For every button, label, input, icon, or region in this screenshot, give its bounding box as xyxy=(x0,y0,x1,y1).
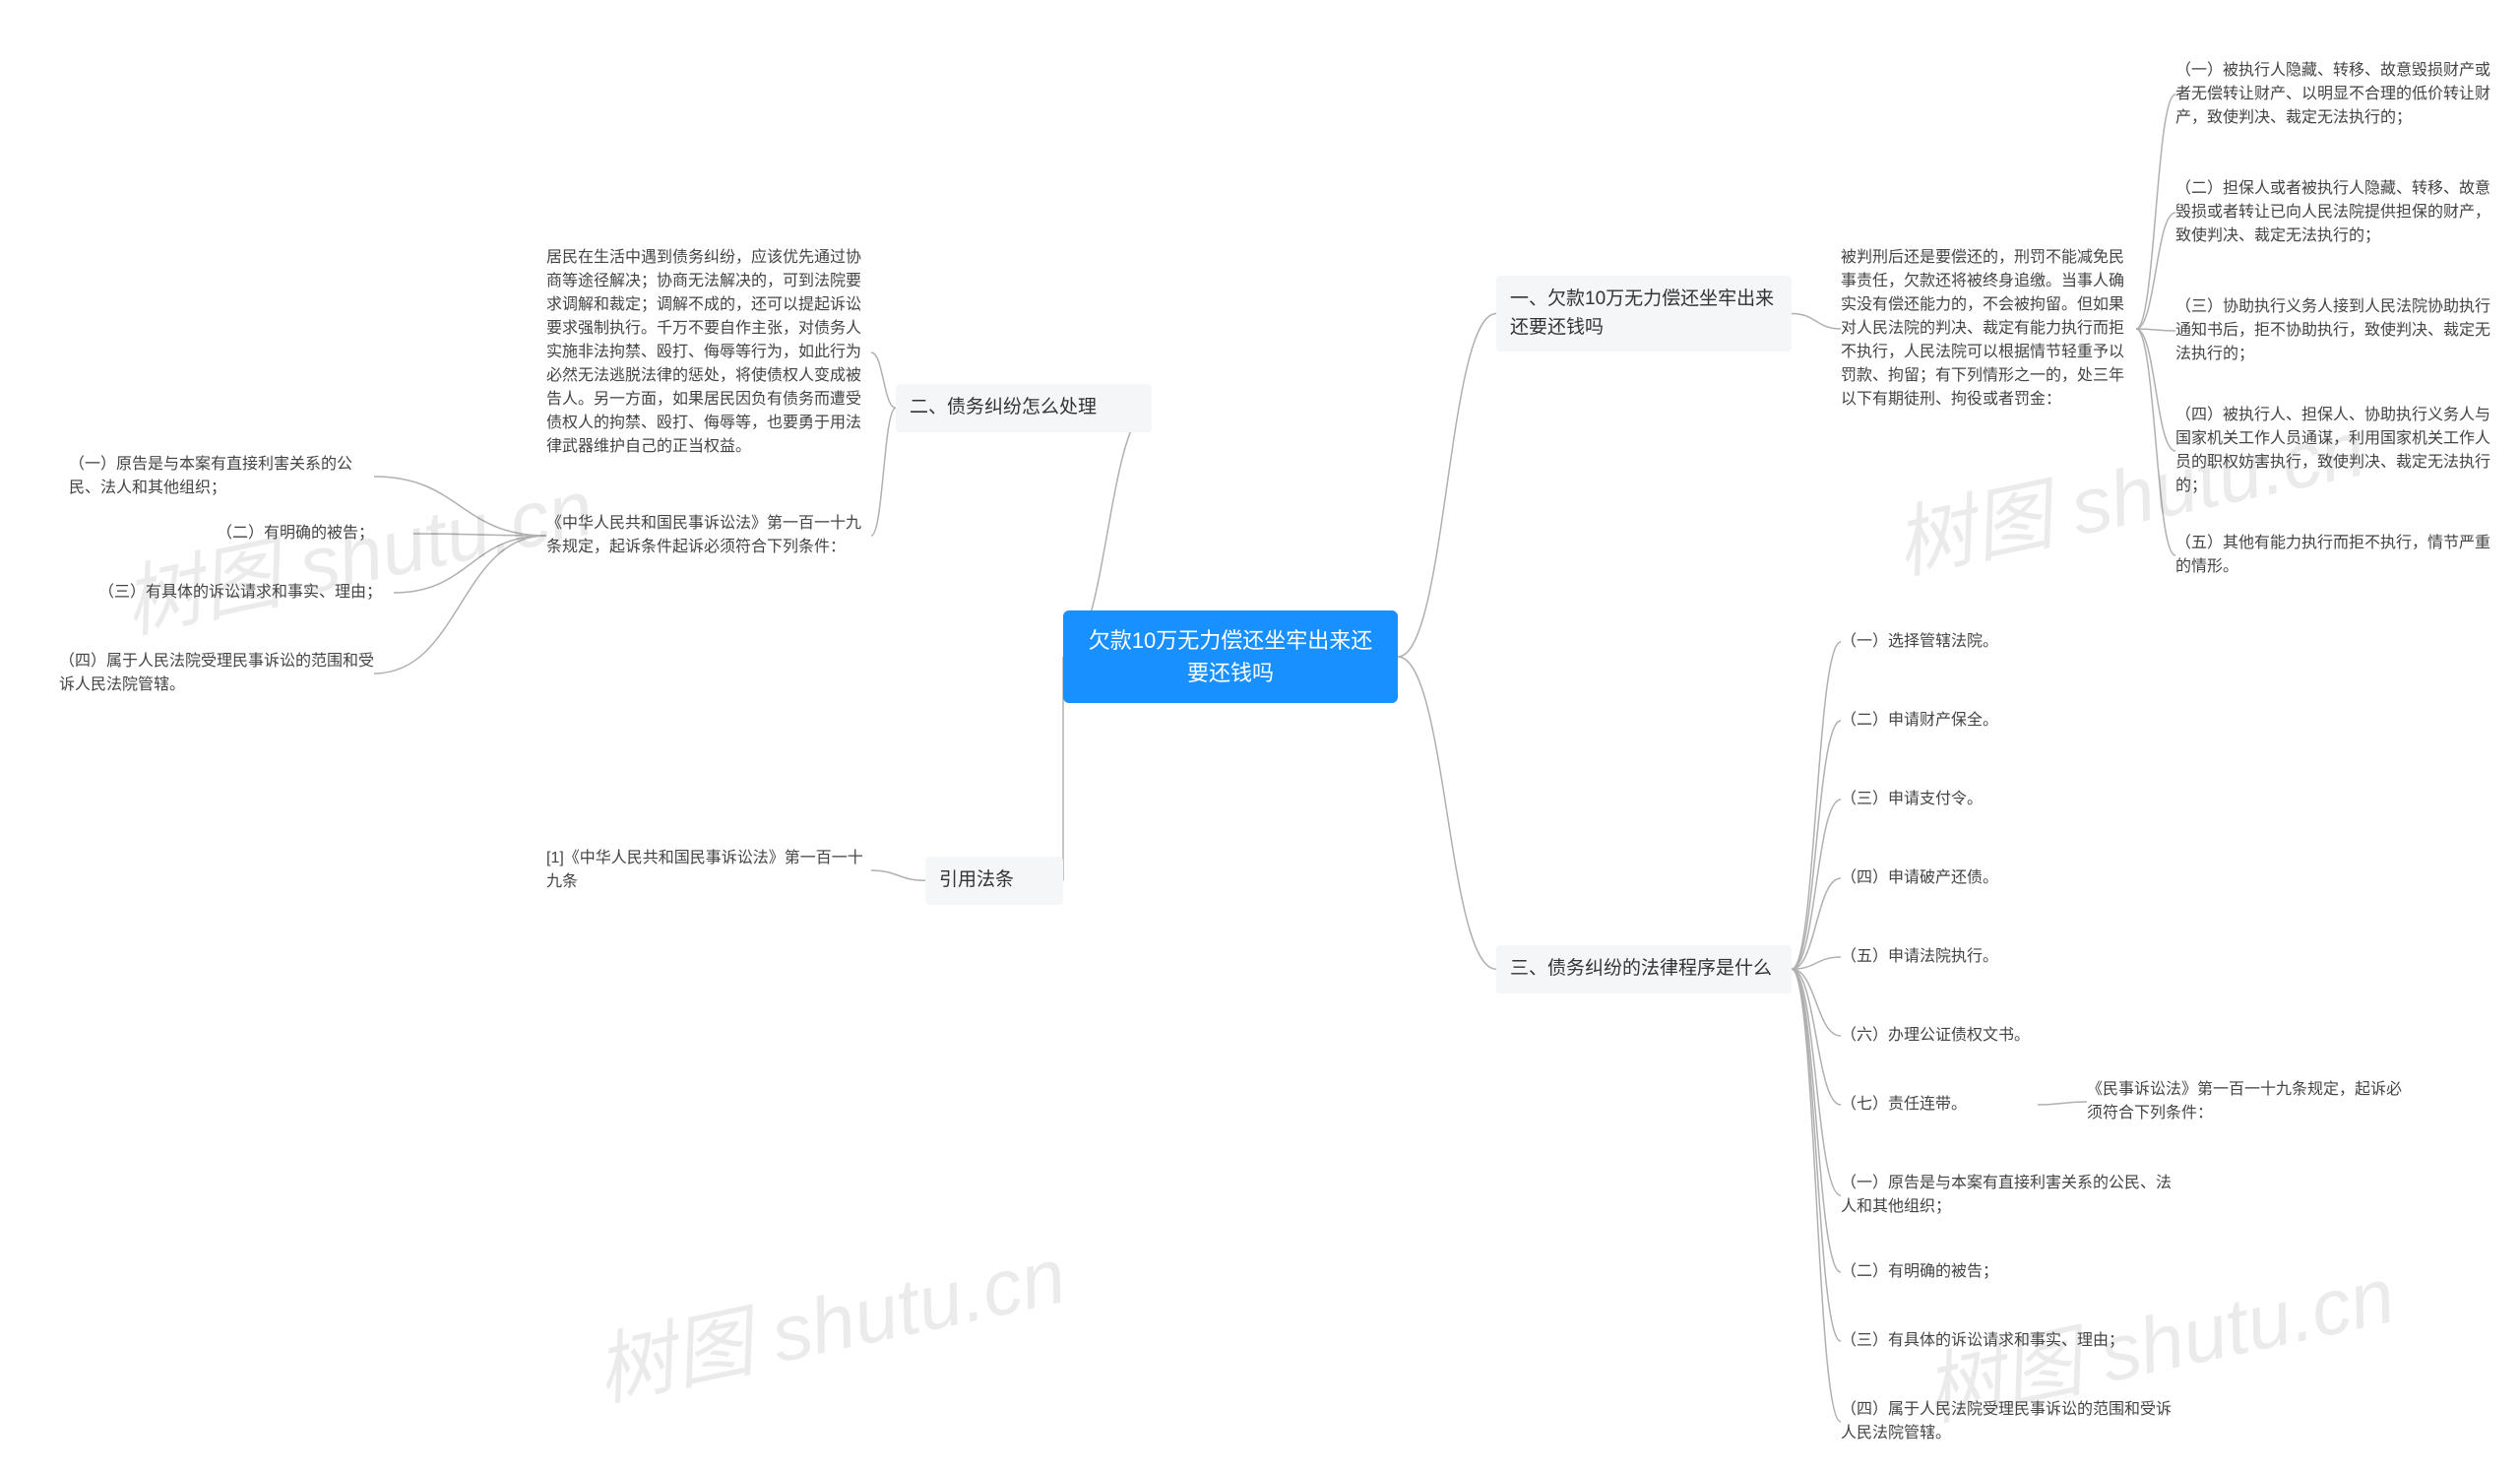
node-right-leaf: （一）被执行人隐藏、转移、故意毁损财产或者无偿转让财产、以明显不合理的低价转让财… xyxy=(2175,59,2490,130)
node-left-leaf: （一）原告是与本案有直接利害关系的公民、法人和其他组织； xyxy=(69,453,374,500)
branch-b3: 三、债务纠纷的法律程序是什么 xyxy=(1496,945,1792,993)
node-left-leaf: （三）有具体的诉讼请求和事实、理由； xyxy=(98,581,394,605)
node-left-leaf: （四）属于人民法院受理民事诉讼的范围和受诉人民法院管辖。 xyxy=(59,650,374,697)
node-right-leaf: （七）责任连带。 xyxy=(1841,1093,2038,1117)
mindmap-canvas: 欠款10万无力偿还坐牢出来还要还钱吗树图 shutu.cn树图 shutu.cn… xyxy=(0,0,2520,1473)
node-right-leaf: （五）申请法院执行。 xyxy=(1841,945,2097,969)
connectors-layer xyxy=(0,0,2520,1473)
watermark: 树图 shutu.cn xyxy=(584,1212,1074,1423)
branch-b2: 二、债务纠纷怎么处理 xyxy=(896,384,1152,432)
node-b1c1: 被判刑后还是要偿还的，刑罚不能减免民事责任，欠款还将被终身追缴。当事人确实没有偿… xyxy=(1841,246,2136,412)
node-right-leaf: （四）被执行人、担保人、协助执行义务人与国家机关工作人员通谋，利用国家机关工作人… xyxy=(2175,404,2490,498)
node-right-leaf: （五）其他有能力执行而拒不执行，情节严重的情形。 xyxy=(2175,532,2490,579)
branch-b4: 引用法条 xyxy=(925,857,1063,905)
node-right-leaf: （四）属于人民法院受理民事诉讼的范围和受诉人民法院管辖。 xyxy=(1841,1398,2175,1445)
node-right-leaf: （三）申请支付令。 xyxy=(1841,788,2097,811)
node-right-leaf: （二）有明确的被告； xyxy=(1841,1260,2097,1284)
branch-b1: 一、欠款10万无力偿还坐牢出来还要还钱吗 xyxy=(1496,276,1792,352)
node-right-leaf: （四）申请破产还债。 xyxy=(1841,866,2097,890)
root-node: 欠款10万无力偿还坐牢出来还要还钱吗 xyxy=(1063,610,1398,703)
node-right-leaf: （六）办理公证债权文书。 xyxy=(1841,1024,2097,1048)
node-b2c1: 居民在生活中遇到债务纠纷，应该优先通过协商等途径解决；协商无法解决的，可到法院要… xyxy=(546,246,871,459)
node-right-leaf: （二）担保人或者被执行人隐藏、转移、故意毁损或者转让已向人民法院提供担保的财产，… xyxy=(2175,177,2490,248)
node-right-leaf: （三）有具体的诉讼请求和事实、理由； xyxy=(1841,1329,2156,1353)
node-right-leaf: （二）申请财产保全。 xyxy=(1841,709,2097,733)
node-right-leaf: 《民事诉讼法》第一百一十九条规定，起诉必须符合下列条件： xyxy=(2087,1078,2402,1125)
node-right-leaf: （一）选择管辖法院。 xyxy=(1841,630,2097,654)
node-right-leaf: （三）协助执行义务人接到人民法院协助执行通知书后，拒不协助执行，致使判决、裁定无… xyxy=(2175,295,2490,366)
node-left-leaf: [1]《中华人民共和国民事诉讼法》第一百一十九条 xyxy=(546,847,871,894)
node-b2c2: 《中华人民共和国民事诉讼法》第一百一十九条规定，起诉条件起诉必须符合下列条件： xyxy=(546,512,871,559)
node-right-leaf: （一）原告是与本案有直接利害关系的公民、法人和其他组织； xyxy=(1841,1172,2175,1219)
node-left-leaf: （二）有明确的被告； xyxy=(217,522,413,545)
